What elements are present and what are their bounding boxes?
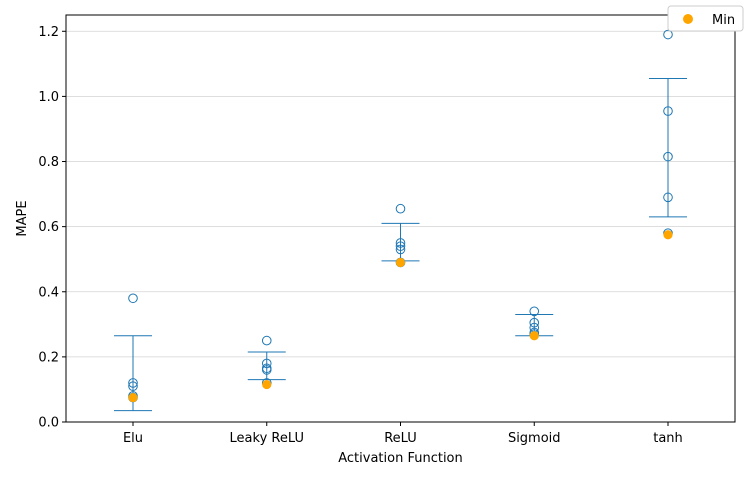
data-point [261,358,272,369]
plot-frame [65,14,736,423]
x-tick-label: Sigmoid [508,431,561,446]
y-axis-label: MAPE [15,200,30,236]
y-tick-label: 0.4 [38,285,59,300]
x-tick-label: ReLU [384,431,417,446]
legend: Min [667,5,744,32]
error-bars [114,77,687,412]
x-axis-label: Activation Function [338,451,463,466]
x-tick-label: tanh [653,431,683,446]
min-points [128,230,673,403]
legend-min-marker [683,14,693,24]
data-point [663,106,673,116]
min-point [395,257,406,268]
y-tick-label: 0.2 [38,350,59,365]
data-point [261,365,272,375]
data-point [529,306,540,317]
data-point [395,238,406,248]
legend-min-label: Min [712,13,735,28]
min-point [262,379,272,390]
legend-box [667,5,744,32]
data-point [529,317,540,328]
data-points [128,29,673,403]
data-point [395,241,406,251]
data-point [663,29,673,40]
data-point [261,335,272,346]
x-tick-label: Leaky ReLU [230,431,304,446]
x-tick-label: Elu [123,431,143,446]
min-point [663,230,673,240]
y-tick-label: 0.0 [38,416,59,431]
y-axis: 0.0 0.2 0.4 0.6 0.8 1.0 1.2 [38,25,66,431]
data-point [395,244,406,255]
grid-lines [66,30,735,423]
data-point [128,293,138,304]
data-point [663,192,673,203]
data-point [128,381,138,391]
x-axis: Elu Leaky ReLU ReLU Sigmoid tanh [123,422,683,446]
data-point [128,378,138,388]
y-tick-label: 1.0 [38,90,59,105]
y-tick-label: 0.6 [38,220,59,235]
min-point [128,392,138,403]
y-tick-label: 1.2 [38,25,59,40]
data-point [663,151,673,162]
data-point [395,203,406,214]
min-point [529,331,539,341]
y-tick-label: 0.8 [38,155,59,170]
